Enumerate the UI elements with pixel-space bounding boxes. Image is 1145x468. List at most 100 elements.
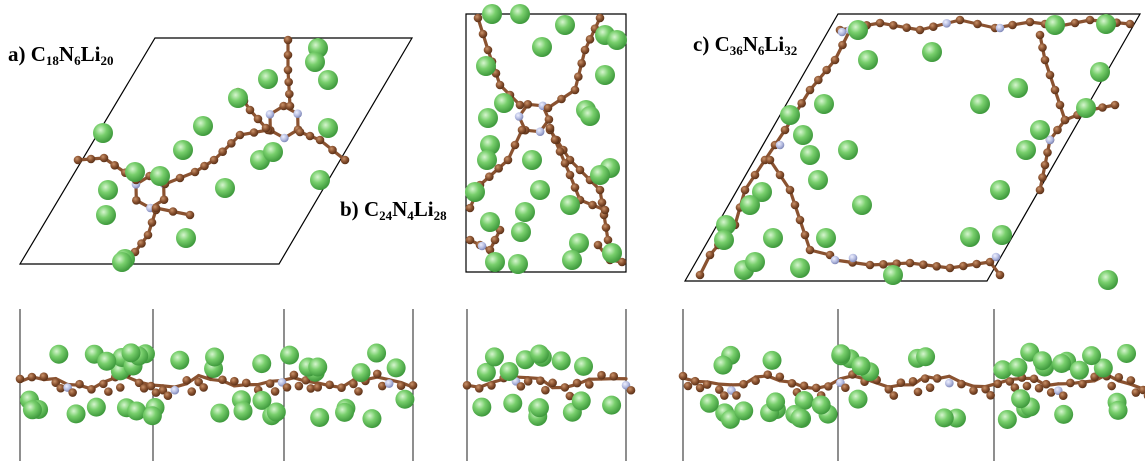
carbon-atom (479, 30, 488, 39)
nitrogen-atom (992, 253, 1001, 262)
carbon-atom (218, 375, 227, 384)
carbon-atom (160, 195, 169, 204)
lithium-atom (482, 4, 502, 24)
carbon-atom (703, 380, 712, 389)
lithium-atom (990, 180, 1010, 200)
carbon-atom (1043, 148, 1052, 157)
lithium-atom (503, 394, 522, 413)
lithium-atom (263, 142, 283, 162)
carbon-atom (182, 376, 191, 385)
lithium-atom (530, 398, 549, 417)
lithium-atom (858, 50, 878, 70)
carbon-atom (1023, 382, 1032, 391)
lithium-atom (87, 398, 106, 417)
lithium-atom (607, 30, 627, 50)
carbon-atom (824, 382, 833, 391)
carbon-atom (316, 136, 325, 145)
lithium-atom (308, 357, 327, 376)
lithium-atom (532, 37, 552, 57)
carbon-atom (242, 379, 251, 388)
carbon-atom (706, 251, 715, 260)
lithium-atom (793, 125, 813, 145)
lithium-atom (234, 401, 253, 420)
carbon-atom (588, 201, 597, 210)
lithium-atom (395, 390, 414, 409)
lithium-atom (574, 357, 593, 376)
carbon-atom (797, 99, 806, 108)
carbon-atom (1098, 103, 1107, 112)
carbon-atom (152, 204, 161, 213)
bond (575, 50, 585, 90)
carbon-atom (932, 262, 941, 271)
carbon-atom (812, 384, 821, 393)
carbon-atom (230, 377, 239, 386)
carbon-atom (814, 76, 823, 85)
carbon-atom (594, 241, 603, 250)
lithium-atom (228, 88, 248, 108)
lithium-atom (508, 254, 528, 274)
carbon-atom (227, 139, 236, 148)
carbon-atom (186, 211, 195, 220)
lithium-atom (1008, 358, 1027, 377)
lithium-atom (49, 345, 68, 364)
lithium-atom (367, 344, 386, 363)
carbon-atom (788, 379, 797, 388)
panel-a-unit-cell (20, 38, 412, 264)
lithium-atom (98, 180, 118, 200)
bond (719, 384, 731, 385)
carbon-atom (110, 161, 119, 170)
carbon-atom (556, 147, 565, 156)
lithium-atom (852, 195, 872, 215)
nitrogen-atom (266, 110, 275, 119)
carbon-atom (28, 373, 37, 382)
lithium-atom (714, 230, 734, 250)
carbon-atom (1126, 20, 1135, 29)
lithium-atom (170, 351, 189, 370)
carbon-atom (986, 391, 995, 400)
lithium-atom (763, 351, 782, 370)
carbon-atom (996, 271, 1005, 280)
carbon-atom (1036, 31, 1045, 40)
lithium-atom (494, 93, 514, 113)
carbon-atom (574, 72, 583, 81)
lithium-atom (602, 243, 622, 263)
lithium-atom (734, 401, 753, 420)
carbon-atom (284, 66, 293, 75)
lithium-atom (96, 205, 116, 225)
nitrogen-atom (942, 19, 951, 28)
lithium-atom (267, 403, 286, 422)
carbon-atom (295, 382, 304, 391)
carbon-atom (781, 126, 790, 135)
carbon-atom (972, 260, 981, 269)
bond (214, 135, 240, 160)
carbon-atom (176, 174, 185, 183)
lithium-atom (500, 362, 519, 381)
lithium-atom (485, 252, 505, 272)
lithium-atom (1011, 389, 1030, 408)
lithium-atom (485, 347, 504, 366)
bond (880, 23, 920, 30)
carbon-atom (218, 147, 227, 156)
carbon-atom (684, 382, 693, 391)
carbon-atom (548, 379, 557, 388)
carbon-atom (602, 223, 611, 232)
carbon-atom (466, 204, 475, 213)
lithium-atom (258, 69, 278, 89)
lithium-atom (883, 265, 903, 285)
carbon-atom (409, 381, 418, 390)
lithium-atom (700, 394, 719, 413)
lithium-atom (1030, 120, 1050, 140)
carbon-atom (1071, 19, 1080, 28)
carbon-atom (566, 171, 575, 180)
carbon-atom (337, 383, 346, 392)
lithium-atom (476, 56, 496, 76)
lithium-atom (763, 228, 783, 248)
carbon-atom (286, 102, 295, 111)
carbon-atom (741, 186, 750, 195)
carbon-atom (866, 261, 875, 270)
carbon-atom (132, 196, 141, 205)
lithium-atom (1033, 351, 1052, 370)
carbon-atom (1111, 101, 1120, 110)
nitrogen-atom (838, 28, 847, 37)
